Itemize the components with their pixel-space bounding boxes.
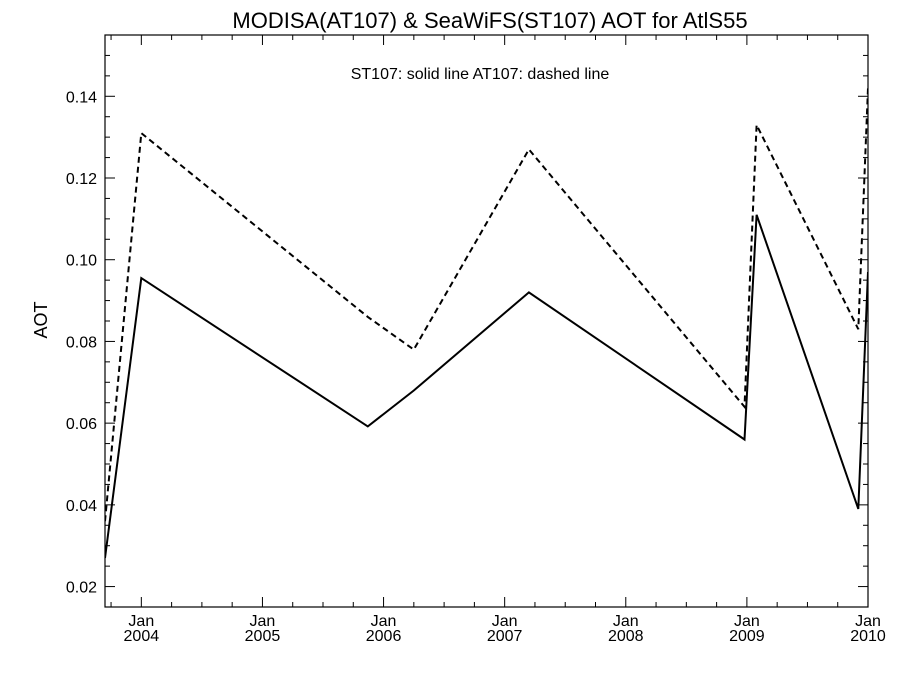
line-style-annotation: ST107: solid line AT107: dashed line [351, 66, 610, 83]
series-line-st107 [105, 214, 868, 559]
x-tick-label-year: 2007 [487, 628, 523, 645]
series-line-at107 [105, 88, 868, 522]
y-tick-label: 0.06 [66, 416, 97, 433]
y-tick-label: 0.02 [66, 580, 97, 597]
x-tick-label-month: Jan [371, 613, 397, 630]
y-tick-label: 0.12 [66, 171, 97, 188]
y-tick-label: 0.04 [66, 498, 97, 515]
y-axis: 0.02 0.04 0.06 0.08 0.10 0.12 0.14 [66, 54, 868, 597]
x-tick-label-year: 2005 [245, 628, 281, 645]
x-tick-label-year: 2008 [608, 628, 644, 645]
y-tick-label: 0.08 [66, 334, 97, 351]
x-tick-label-month: Jan [734, 613, 760, 630]
x-tick-label-year: 2010 [850, 628, 886, 645]
plot-frame [104, 34, 869, 608]
x-axis: Jan2004Jan2005Jan2006Jan2007Jan2008Jan20… [110, 35, 886, 645]
x-tick-label-year: 2004 [124, 628, 160, 645]
x-tick-label-month: Jan [250, 613, 276, 630]
x-tick-label-month: Jan [128, 613, 154, 630]
x-tick-label-month: Jan [613, 613, 639, 630]
y-tick-label: 0.14 [66, 89, 97, 106]
chart-title: MODISA(AT107) & SeaWiFS(ST107) AOT for A… [232, 8, 747, 33]
series-layer [105, 88, 868, 559]
x-tick-label-month: Jan [492, 613, 518, 630]
x-tick-label-month: Jan [855, 613, 881, 630]
x-tick-label-year: 2006 [366, 628, 402, 645]
x-tick-label-year: 2009 [729, 628, 765, 645]
y-axis-label: AOT [31, 301, 51, 338]
y-tick-label: 0.10 [66, 253, 97, 270]
